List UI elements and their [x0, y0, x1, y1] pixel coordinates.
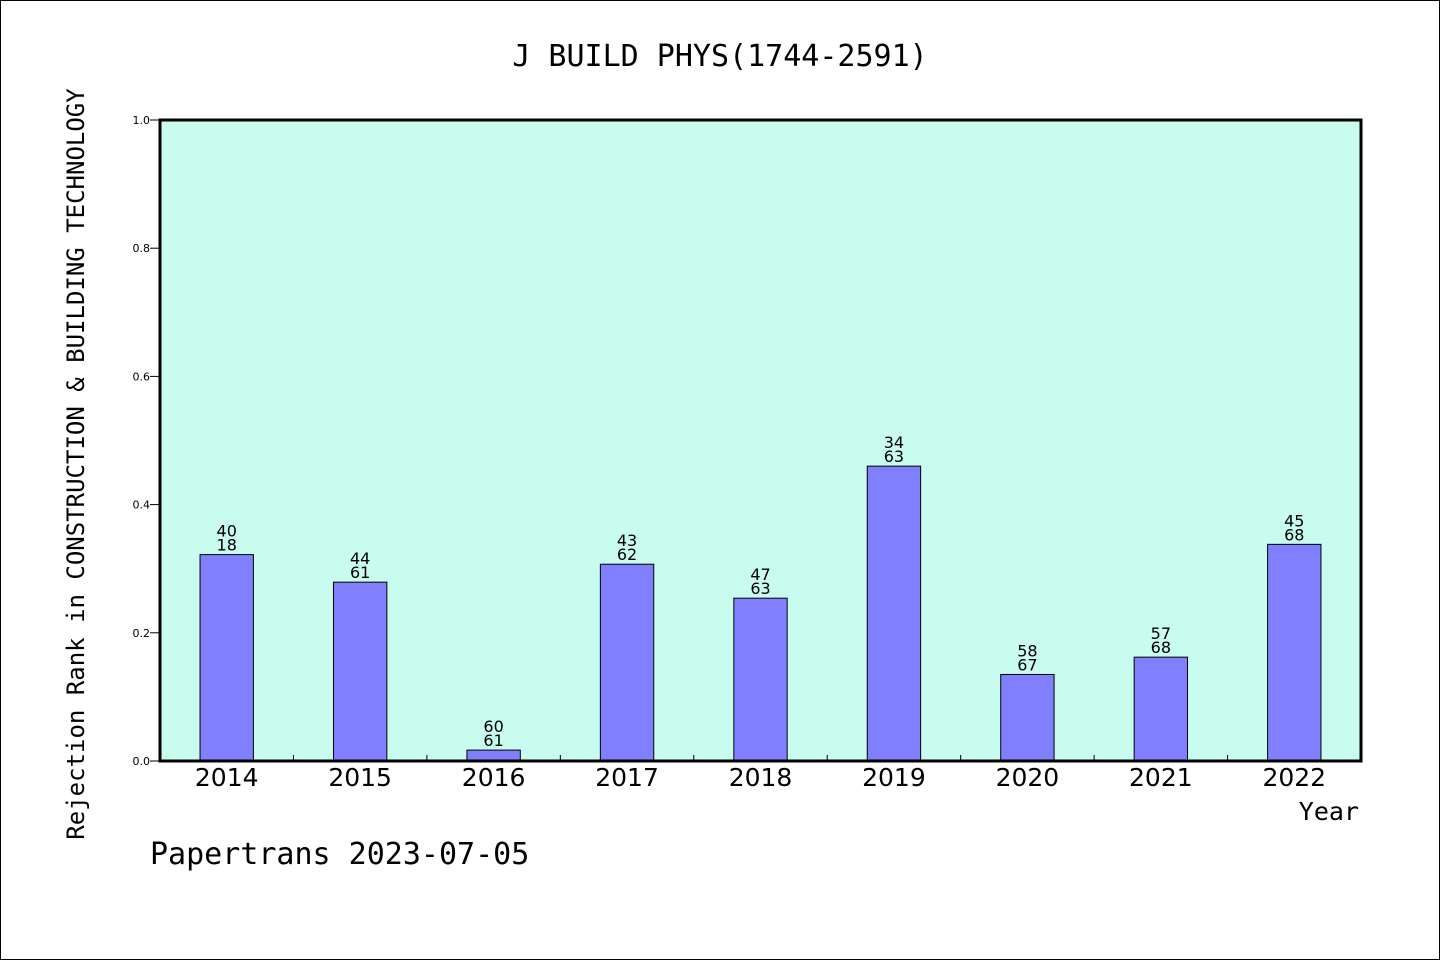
bar-label-bottom-2019: 63: [884, 447, 904, 466]
y-tick-label-0.6: 0.6: [133, 370, 151, 383]
x-tick-label-2018: 2018: [729, 763, 793, 792]
bar-2022: [1267, 543, 1322, 762]
bar-label-top-2021: 57: [1151, 624, 1171, 643]
plot-border: [158, 118, 1363, 763]
bar-2019: [866, 465, 922, 762]
x-tick-label-2017: 2017: [595, 763, 659, 792]
bar-label-bottom-2018: 63: [750, 579, 770, 598]
bar-label-bottom-2022: 68: [1284, 525, 1304, 544]
bar-label-top-2022: 45: [1284, 511, 1304, 530]
x-tick-label-2015: 2015: [328, 763, 392, 792]
y-tick-label-1.0: 1.0: [133, 114, 151, 127]
bar-label-bottom-2021: 68: [1151, 638, 1171, 657]
bar-label-top-2015: 44: [350, 549, 370, 568]
y-axis-label: Rejection Rank in CONSTRUCTION & BUILDIN…: [62, 88, 90, 840]
bar-label-bottom-2014: 18: [217, 536, 237, 555]
x-tick-label-2019: 2019: [862, 763, 926, 792]
bars-group: [199, 465, 1322, 762]
x-tick-label-2022: 2022: [1262, 763, 1326, 792]
bar-label-bottom-2020: 67: [1017, 655, 1037, 674]
bar-2014: [199, 554, 254, 762]
bar-2020: [1000, 673, 1055, 762]
bar-label-top-2020: 58: [1017, 641, 1037, 660]
y-axis: 0.0 0.2 0.4 0.6 0.8 1.0: [133, 114, 160, 768]
bar-label-bottom-2016: 61: [483, 731, 503, 750]
bar-label-top-2017: 43: [617, 531, 637, 550]
x-tick-label-2016: 2016: [462, 763, 526, 792]
x-axis: 2014 2015 2016 2017 2018 2019 2020 2021 2022: [195, 755, 1326, 792]
y-tick-label-0.4: 0.4: [133, 499, 151, 512]
x-tick-label-2020: 2020: [996, 763, 1060, 792]
bar-2016: [466, 749, 521, 762]
chart-title: J BUILD PHYS(1744-2591): [512, 39, 927, 74]
x-tick-label-2014: 2014: [195, 763, 259, 792]
bar-2015: [332, 581, 388, 762]
bar-label-top-2018: 47: [750, 565, 770, 584]
y-tick-label-0.8: 0.8: [133, 242, 151, 255]
y-tick-label-0.2: 0.2: [133, 627, 151, 640]
bar-2018: [733, 597, 788, 762]
bar-label-top-2014: 40: [217, 522, 237, 541]
y-tick-label-0.0: 0.0: [133, 755, 151, 768]
bar-label-bottom-2015: 61: [350, 563, 370, 582]
bar-2017: [599, 563, 655, 762]
bar-2021: [1133, 656, 1189, 762]
footer-watermark: Papertrans 2023-07-05: [150, 837, 529, 872]
bar-label-bottom-2017: 62: [617, 545, 637, 564]
bar-label-top-2016: 60: [483, 717, 503, 736]
bar-label-top-2019: 34: [884, 433, 904, 452]
x-axis-label: Year: [1299, 797, 1359, 826]
x-tick-label-2021: 2021: [1129, 763, 1193, 792]
